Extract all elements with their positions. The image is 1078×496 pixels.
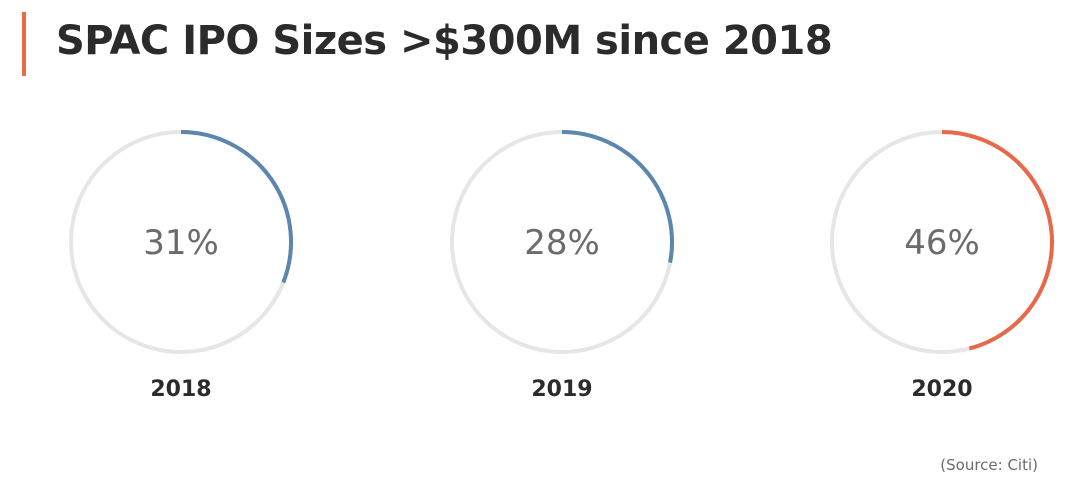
donut-value-label: 28% (524, 223, 600, 263)
page-title: SPAC IPO Sizes >$300M since 2018 (56, 18, 833, 64)
donut-category-label: 2019 (531, 377, 592, 402)
donut-value-label: 31% (143, 223, 219, 263)
title-accent-bar (22, 12, 26, 76)
donut-arc-2018 (180, 130, 293, 284)
source-note: (Source: Citi) (940, 456, 1038, 474)
donut-value-label: 46% (904, 223, 980, 263)
donut-arc-2019 (561, 130, 674, 263)
donut-2020: 46% 2020 (830, 130, 1054, 402)
donut-category-label: 2020 (911, 377, 972, 402)
donut-2018: 31% 2018 (69, 130, 293, 402)
donut-category-label: 2018 (150, 377, 211, 402)
donut-arc-2020 (941, 130, 1054, 351)
donut-2019: 28% 2019 (450, 130, 674, 402)
